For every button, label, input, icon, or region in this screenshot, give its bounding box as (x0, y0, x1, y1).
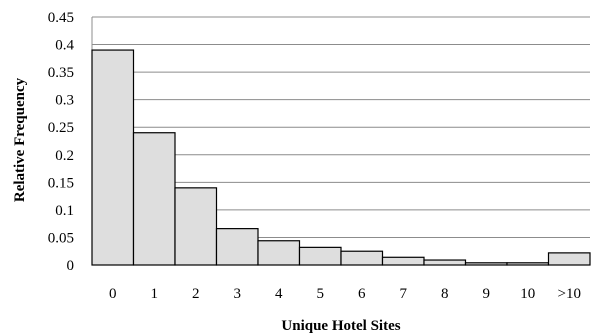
bar-5 (298, 246, 342, 266)
y-tick-label: 0 (67, 258, 75, 274)
bar-7 (381, 256, 425, 266)
bar-4 (257, 240, 301, 266)
x-axis-title: Unique Hotel Sites (281, 318, 400, 334)
bar-8 (423, 259, 467, 266)
y-tick-label: 0.3 (55, 93, 74, 109)
x-tick-label: 2 (192, 286, 200, 302)
y-tick-label: 0.2 (55, 148, 74, 164)
y-tick-label: 0.05 (48, 230, 74, 246)
x-tick-label: 9 (483, 286, 491, 302)
x-tick-label: 1 (151, 286, 159, 302)
x-tick-label: 10 (520, 286, 535, 302)
x-tick-label: >10 (558, 286, 581, 302)
x-tick-label: 5 (317, 286, 325, 302)
y-tick-label: 0.15 (48, 175, 74, 191)
x-tick-label: 3 (234, 286, 242, 302)
bar-gt10 (547, 252, 591, 266)
x-tick-label: 8 (441, 286, 449, 302)
bar-3 (215, 228, 259, 266)
x-tick-labels: 0 1 2 3 4 5 6 7 8 9 10 >10 (109, 286, 581, 302)
x-tick-label: 6 (358, 286, 366, 302)
y-tick-label: 0.45 (48, 10, 74, 26)
x-tick-label: 0 (109, 286, 117, 302)
bar-10 (506, 262, 550, 266)
y-tick-label: 0.25 (48, 120, 74, 136)
x-tick-label: 4 (275, 286, 283, 302)
y-tick-labels: 0 0.05 0.1 0.15 0.2 0.25 0.3 0.35 0.4 0.45 (48, 10, 75, 274)
y-axis-title: Relative Frequency (12, 77, 28, 202)
y-tick-label: 0.4 (55, 38, 74, 54)
y-tick-label: 0.1 (55, 203, 74, 219)
bars (91, 49, 591, 266)
bar-9 (464, 262, 508, 266)
x-tick-label: 7 (400, 286, 408, 302)
bar-1 (132, 132, 176, 266)
bar-6 (340, 250, 384, 266)
bar-0 (91, 49, 135, 266)
y-tick-label: 0.35 (48, 65, 74, 81)
bar-2 (174, 187, 218, 266)
